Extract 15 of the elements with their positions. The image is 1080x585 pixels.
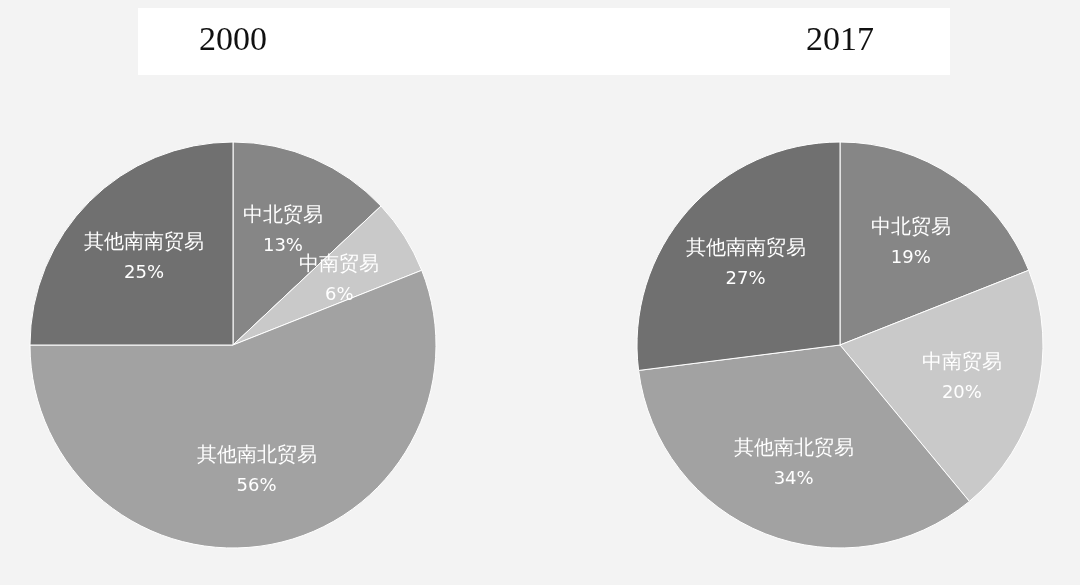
chart-title: 2000 [199, 20, 267, 57]
data-label: 34% [773, 467, 814, 489]
data-label: 6% [324, 282, 354, 304]
slice-label: 其他南北贸易 [733, 435, 854, 460]
slice-label: 其他南南贸易 [685, 234, 806, 259]
data-label: 13% [262, 234, 303, 256]
slice-label: 中北贸易 [242, 202, 323, 227]
data-label: 27% [725, 266, 766, 288]
slice-label: 中北贸易 [870, 213, 951, 238]
data-label: 56% [236, 473, 277, 495]
data-label: 25% [124, 261, 165, 282]
slice-label: 其他南南贸易 [84, 229, 204, 253]
data-label: 19% [890, 245, 931, 267]
chart-title: 2017 [806, 20, 874, 57]
slice-label: 其他南北贸易 [196, 441, 317, 466]
